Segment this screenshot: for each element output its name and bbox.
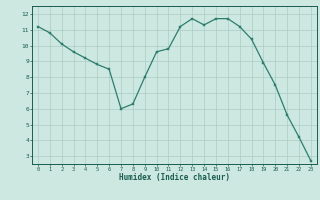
- X-axis label: Humidex (Indice chaleur): Humidex (Indice chaleur): [119, 173, 230, 182]
